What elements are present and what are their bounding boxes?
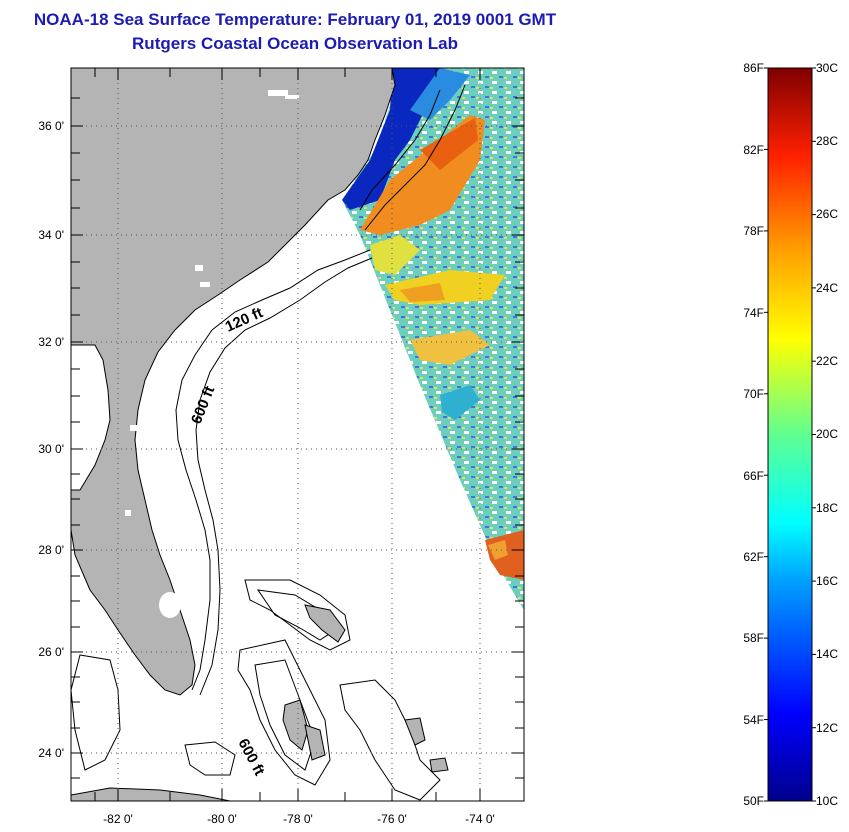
lat-label-36: 36 0' xyxy=(38,119,64,133)
inland-lakes xyxy=(125,90,299,516)
lon-label-78: -78 0' xyxy=(283,812,313,826)
cb-f-66: 66F xyxy=(743,469,764,483)
cb-c-24: 24C xyxy=(816,281,838,295)
map-title: NOAA-18 Sea Surface Temperature: Februar… xyxy=(33,10,557,29)
cb-c-30: 30C xyxy=(816,61,838,75)
lat-label-30: 30 0' xyxy=(38,442,64,456)
lon-label-76: -76 0' xyxy=(377,812,407,826)
cb-c-10: 10C xyxy=(816,794,838,808)
map-subtitle: Rutgers Coastal Ocean Observation Lab xyxy=(132,34,458,53)
lon-label-80: -80 0' xyxy=(207,812,237,826)
isobaths xyxy=(175,84,466,696)
cuba-coast xyxy=(71,787,231,801)
cb-c-14: 14C xyxy=(816,647,838,661)
cb-f-70: 70F xyxy=(743,387,764,401)
sst-swath xyxy=(342,68,524,610)
lat-label-28: 28 0' xyxy=(38,543,64,557)
us-coastline xyxy=(71,68,396,696)
cb-f-58: 58F xyxy=(743,631,764,645)
cb-c-12: 12C xyxy=(816,721,838,735)
cb-f-50: 50F xyxy=(743,794,764,808)
lat-label-26: 26 0' xyxy=(38,645,64,659)
cb-c-20: 20C xyxy=(816,427,838,441)
bahamas-islands xyxy=(282,604,449,773)
lake-okeechobee xyxy=(159,592,181,618)
lat-label-32: 32 0' xyxy=(38,335,64,349)
lon-label-74: -74 0' xyxy=(465,812,495,826)
cb-c-16: 16C xyxy=(816,574,838,588)
cb-c-26: 26C xyxy=(816,207,838,221)
lat-label-24: 24 0' xyxy=(38,746,64,760)
cb-f-54: 54F xyxy=(743,713,764,727)
cb-c-18: 18C xyxy=(816,501,838,515)
cb-f-86: 86F xyxy=(743,61,764,75)
colorbar-ticks xyxy=(764,67,816,802)
cb-f-78: 78F xyxy=(743,224,764,238)
lat-label-34: 34 0' xyxy=(38,228,64,242)
graticule xyxy=(71,68,524,801)
colorbar xyxy=(767,67,813,802)
lon-label-82: -82 0' xyxy=(103,812,133,826)
bahamas-banks xyxy=(71,579,441,801)
cb-f-62: 62F xyxy=(743,550,764,564)
cb-c-28: 28C xyxy=(816,134,838,148)
cb-c-22: 22C xyxy=(816,354,838,368)
map-ticks xyxy=(71,68,524,801)
cb-f-74: 74F xyxy=(743,306,764,320)
cb-f-82: 82F xyxy=(743,143,764,157)
